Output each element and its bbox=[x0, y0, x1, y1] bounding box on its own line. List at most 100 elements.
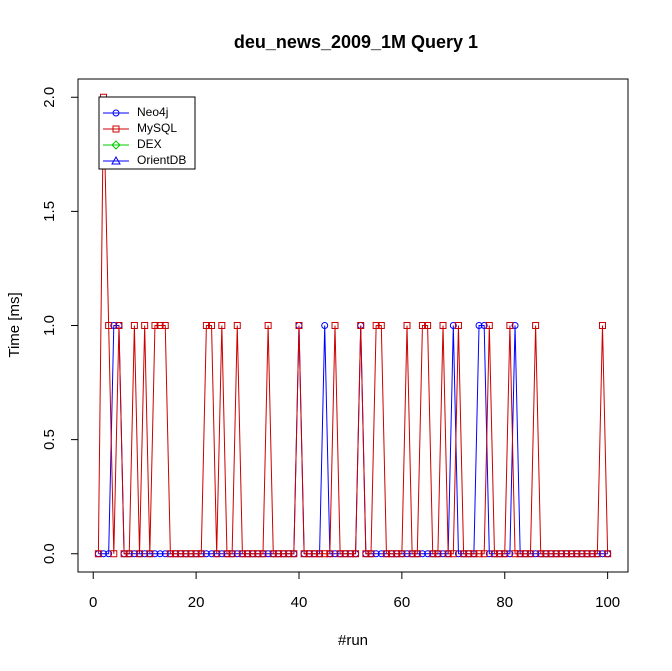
marker bbox=[485, 322, 493, 329]
marker bbox=[274, 550, 282, 558]
marker bbox=[352, 550, 360, 558]
marker bbox=[501, 550, 509, 558]
marker bbox=[485, 550, 493, 558]
marker bbox=[439, 322, 447, 329]
marker bbox=[166, 550, 174, 558]
marker bbox=[460, 550, 468, 558]
marker bbox=[547, 550, 555, 558]
x-tick-label: 20 bbox=[188, 594, 205, 611]
marker bbox=[110, 322, 118, 329]
marker bbox=[254, 550, 262, 558]
marker bbox=[115, 322, 123, 329]
marker bbox=[552, 550, 560, 558]
marker bbox=[511, 550, 519, 558]
legend: Neo4j MySQL DEX OrientDB bbox=[98, 96, 196, 170]
marker bbox=[105, 550, 113, 558]
marker bbox=[316, 550, 324, 558]
marker bbox=[604, 550, 612, 558]
marker bbox=[516, 550, 524, 558]
marker bbox=[382, 550, 390, 558]
marker bbox=[249, 550, 257, 558]
y-tick-label: 2.0 bbox=[41, 87, 58, 108]
marker bbox=[264, 322, 272, 329]
marker bbox=[305, 550, 313, 558]
marker bbox=[105, 322, 113, 329]
legend-label: DEX bbox=[137, 137, 162, 151]
marker bbox=[125, 550, 133, 558]
marker bbox=[398, 550, 406, 558]
marker bbox=[321, 550, 329, 558]
x-tick-label: 60 bbox=[394, 594, 411, 611]
marker bbox=[233, 322, 241, 329]
marker bbox=[377, 550, 385, 558]
marker bbox=[269, 550, 277, 558]
marker bbox=[141, 550, 149, 558]
marker bbox=[238, 550, 246, 558]
marker bbox=[290, 550, 298, 558]
x-axis-label: #run bbox=[338, 632, 368, 649]
marker bbox=[454, 322, 462, 329]
marker bbox=[403, 322, 411, 329]
marker bbox=[233, 550, 241, 558]
marker bbox=[280, 550, 288, 558]
marker bbox=[439, 550, 447, 558]
x-tick-label: 100 bbox=[595, 594, 620, 611]
marker bbox=[444, 550, 452, 558]
marker bbox=[583, 550, 591, 558]
marker bbox=[177, 550, 185, 558]
marker bbox=[202, 322, 210, 329]
marker bbox=[161, 550, 169, 558]
marker bbox=[424, 322, 432, 329]
marker bbox=[110, 550, 118, 558]
marker bbox=[208, 322, 216, 329]
marker bbox=[506, 322, 514, 329]
marker bbox=[331, 322, 339, 329]
marker bbox=[156, 322, 164, 329]
marker bbox=[331, 550, 339, 558]
y-tick-label: 0.5 bbox=[41, 429, 58, 450]
legend-label: OrientDB bbox=[137, 153, 186, 167]
marker bbox=[100, 550, 108, 558]
marker bbox=[506, 550, 514, 558]
marker bbox=[341, 550, 349, 558]
marker bbox=[146, 550, 154, 558]
marker bbox=[475, 550, 483, 558]
marker bbox=[573, 550, 581, 558]
marker bbox=[156, 550, 164, 558]
marker bbox=[213, 550, 221, 558]
marker bbox=[321, 322, 329, 329]
chart-title: deu_news_2009_1M Query 1 bbox=[234, 32, 478, 52]
marker bbox=[429, 550, 437, 558]
marker bbox=[434, 550, 442, 558]
y-axis-label: Time [ms] bbox=[6, 292, 23, 357]
marker bbox=[336, 550, 344, 558]
marker bbox=[465, 550, 473, 558]
marker bbox=[244, 550, 252, 558]
marker bbox=[111, 155, 121, 165]
marker bbox=[562, 550, 570, 558]
marker bbox=[480, 550, 488, 558]
marker bbox=[449, 322, 457, 329]
x-tick-label: 80 bbox=[496, 594, 513, 611]
marker bbox=[197, 550, 205, 558]
marker bbox=[526, 550, 534, 558]
marker bbox=[449, 550, 457, 558]
marker bbox=[532, 550, 540, 558]
legend-box bbox=[98, 96, 196, 170]
marker bbox=[130, 322, 138, 329]
y-tick-label: 1.5 bbox=[41, 201, 58, 222]
marker bbox=[295, 322, 303, 329]
marker bbox=[408, 550, 416, 558]
marker bbox=[182, 550, 190, 558]
marker bbox=[454, 550, 462, 558]
marker bbox=[372, 550, 380, 558]
marker bbox=[228, 550, 236, 558]
marker bbox=[475, 322, 483, 329]
marker bbox=[141, 322, 149, 329]
marker bbox=[372, 322, 380, 329]
marker bbox=[300, 550, 308, 558]
marker bbox=[326, 550, 334, 558]
y-tick-label: 0.0 bbox=[41, 543, 58, 564]
marker bbox=[490, 550, 498, 558]
